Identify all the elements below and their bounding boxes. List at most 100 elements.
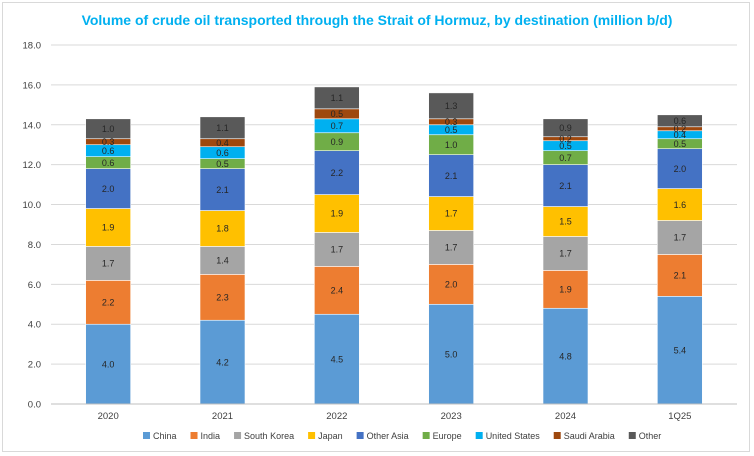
bar-segment [85, 118, 131, 140]
stacked-bar-chart: Volume of crude oil transported through … [23, 12, 737, 441]
bar-segment [542, 118, 589, 138]
legend-item: South Korea [234, 431, 294, 441]
data-label: 1.7 [445, 209, 458, 219]
legend-label: United States [486, 431, 541, 441]
bar-segment [542, 236, 589, 271]
x-tick-label: 1Q25 [668, 411, 691, 422]
y-axis: 0.0 2.0 4.0 6.0 8.0 10.0 12.0 14.0 16.0 18.0 [23, 41, 42, 411]
y-tick-label: 18.0 [23, 41, 42, 52]
bar-segment [314, 86, 360, 110]
data-label: 2.1 [445, 171, 458, 181]
data-label: 0.2 [559, 134, 572, 144]
bar-segment [314, 150, 360, 195]
data-label: 4.8 [559, 351, 572, 361]
bar-segment [199, 274, 246, 321]
legend-item: Other Asia [356, 431, 409, 441]
data-label: 0.5 [216, 159, 229, 169]
data-label: 2.2 [331, 168, 344, 178]
bar-segment [428, 303, 474, 405]
bar-segment [428, 230, 474, 265]
data-label: 1.1 [216, 123, 229, 133]
x-tick-label: 2021 [212, 411, 233, 422]
y-tick-label: 6.0 [28, 280, 41, 291]
legend-swatch [628, 432, 636, 439]
legend-label: Saudi Arabia [564, 431, 615, 441]
bar-segment [657, 254, 703, 297]
bar-segment [314, 232, 360, 267]
data-label: 1.8 [216, 224, 229, 234]
y-tick-label: 10.0 [23, 200, 42, 211]
legend-item: Europe [422, 431, 462, 441]
data-label: 0.2 [674, 124, 687, 134]
bars [85, 86, 703, 405]
bar-segment [428, 92, 474, 120]
legend: China India South Korea Japan Other Asia Euro… [143, 431, 661, 441]
chart-frame: Volume of crude oil transported through … [2, 2, 750, 452]
data-label: 1.7 [102, 259, 115, 269]
x-tick-label: 2024 [555, 411, 576, 422]
y-tick-label: 0.0 [28, 400, 41, 411]
x-tick-label: 2020 [98, 411, 119, 422]
legend-item: Saudi Arabia [553, 431, 615, 441]
bar-segment [542, 206, 589, 237]
legend-label: Japan [318, 431, 343, 441]
data-label: 1.6 [674, 200, 687, 210]
data-label: 2.1 [674, 271, 687, 281]
data-label: 4.2 [216, 357, 229, 367]
data-label: 0.5 [559, 141, 572, 151]
gridlines [51, 44, 737, 405]
data-labels: 4.02.21.71.92.00.60.60.31.04.22.31.41.82… [102, 93, 686, 369]
legend-swatch [234, 432, 242, 439]
data-label: 0.7 [331, 121, 344, 131]
data-label: 2.3 [216, 292, 229, 302]
data-label: 1.7 [331, 245, 344, 255]
data-label: 2.1 [216, 185, 229, 195]
legend-item: China [143, 431, 177, 441]
bar-segment [199, 168, 246, 211]
bar-segment [428, 154, 474, 197]
data-label: 5.0 [445, 349, 458, 359]
bar-segment [85, 208, 131, 247]
bar-segment [657, 188, 703, 221]
legend-item: Other [628, 431, 662, 441]
legend-item: Japan [308, 431, 343, 441]
x-tick-label: 2022 [326, 411, 347, 422]
bar-segment [199, 210, 246, 247]
data-label: 1.7 [674, 233, 687, 243]
data-label: 0.9 [559, 123, 572, 133]
data-label: 4.0 [102, 359, 115, 369]
data-label: 0.6 [674, 116, 687, 126]
y-tick-label: 2.0 [28, 360, 41, 371]
data-label: 0.6 [216, 148, 229, 158]
legend-swatch [190, 432, 198, 439]
y-tick-label: 8.0 [28, 240, 41, 251]
legend-label: South Korea [244, 431, 294, 441]
data-label: 1.0 [445, 140, 458, 150]
legend-swatch [143, 432, 150, 439]
legend-label: Other [639, 431, 662, 441]
data-label: 2.4 [331, 286, 344, 296]
bar-segment [657, 148, 703, 189]
data-label: 2.1 [559, 181, 572, 191]
data-label: 1.5 [559, 217, 572, 227]
y-tick-label: 14.0 [23, 120, 42, 131]
data-label: 0.5 [674, 139, 687, 149]
bar-segment [85, 280, 131, 325]
data-label: 1.0 [102, 124, 115, 134]
data-label: 1.7 [445, 243, 458, 253]
data-label: 1.9 [559, 285, 572, 295]
legend-label: China [153, 431, 177, 441]
bar-segment [199, 116, 246, 140]
data-label: 0.3 [102, 137, 115, 147]
bar-segment [85, 246, 131, 281]
data-label: 1.9 [331, 209, 344, 219]
data-label: 4.5 [331, 354, 344, 364]
legend-swatch [553, 432, 561, 439]
legend-label: Other Asia [367, 431, 409, 441]
y-tick-label: 12.0 [23, 160, 42, 171]
legend-label: India [201, 431, 221, 441]
legend-swatch [422, 432, 430, 439]
x-axis: 2020 2021 2022 2023 2024 1Q25 [51, 403, 737, 422]
data-label: 0.6 [102, 146, 115, 156]
bar-segment [542, 164, 589, 207]
